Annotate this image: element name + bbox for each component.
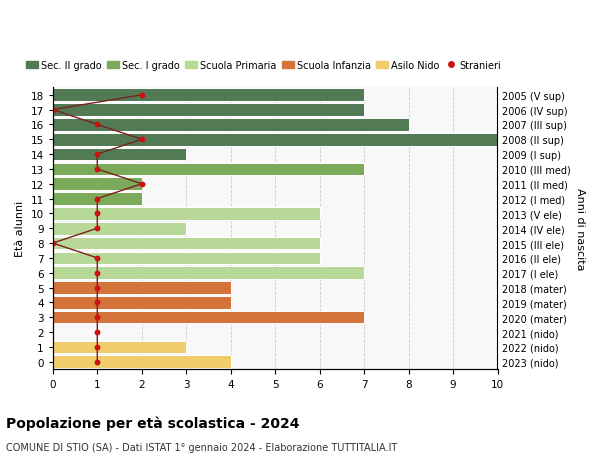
Bar (53, 207, 320, 220)
Text: COMUNE DI STIO (SA) - Dati ISTAT 1° gennaio 2024 - Elaborazione TUTTITALIA.IT: COMUNE DI STIO (SA) - Dati ISTAT 1° genn… (6, 442, 397, 452)
Point (92, 151, 102, 158)
Point (92, 314, 102, 321)
Bar (53, 134, 497, 146)
Bar (53, 104, 364, 117)
Point (92, 196, 102, 203)
Bar (53, 223, 186, 235)
Bar (53, 341, 186, 353)
Point (92, 343, 102, 351)
Point (137, 136, 146, 144)
Point (92, 284, 102, 291)
Legend: Sec. II grado, Sec. I grado, Scuola Primaria, Scuola Infanzia, Asilo Nido, Stran: Sec. II grado, Sec. I grado, Scuola Prim… (22, 56, 505, 74)
Bar (53, 252, 320, 264)
Point (92, 255, 102, 262)
Point (92, 210, 102, 218)
Bar (53, 237, 320, 250)
Point (92, 299, 102, 306)
Point (137, 181, 146, 188)
Point (92, 358, 102, 365)
Bar (53, 282, 230, 294)
Point (92, 269, 102, 277)
Bar (53, 178, 142, 190)
Point (48, 106, 58, 114)
Bar (53, 267, 364, 280)
Point (92, 225, 102, 232)
Point (137, 92, 146, 99)
Bar (53, 297, 230, 309)
Bar (53, 356, 230, 368)
Text: Popolazione per età scolastica - 2024: Popolazione per età scolastica - 2024 (6, 415, 299, 430)
Bar (53, 193, 142, 206)
Point (92, 122, 102, 129)
Point (48, 240, 58, 247)
Bar (53, 119, 409, 131)
Bar (53, 163, 364, 176)
Y-axis label: Anni di nascita: Anni di nascita (575, 188, 585, 270)
Bar (53, 311, 364, 324)
Point (92, 166, 102, 173)
Bar (53, 90, 364, 102)
Bar (53, 148, 186, 161)
Point (92, 329, 102, 336)
Y-axis label: Età alunni: Età alunni (15, 201, 25, 257)
